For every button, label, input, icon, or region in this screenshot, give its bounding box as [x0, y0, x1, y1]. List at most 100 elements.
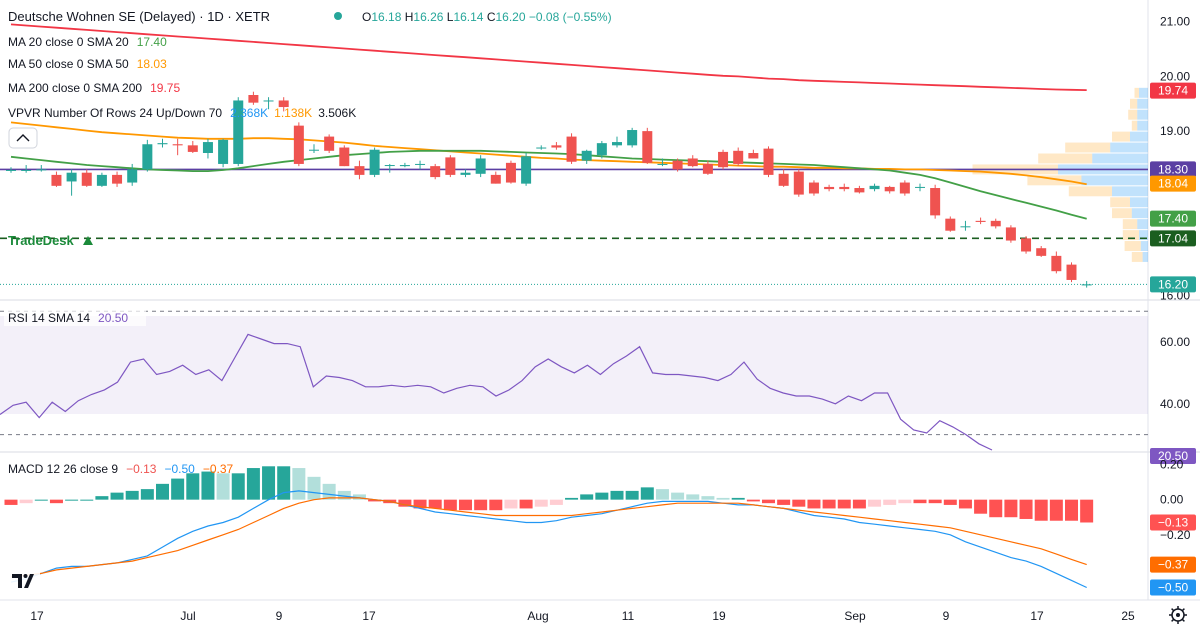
macd-histogram-bar [19, 499, 33, 504]
candle-body [990, 220, 1001, 227]
vpvr-up-bar [1139, 230, 1148, 241]
vpvr-down-bar [1110, 197, 1130, 208]
candle-body [172, 144, 183, 146]
macd-histogram-bar [292, 468, 306, 500]
macd-value-badge [1150, 579, 1196, 596]
tradingview-logo[interactable] [8, 566, 40, 592]
candle-body [778, 173, 789, 186]
candle-body [975, 220, 986, 222]
macd-histogram-bar [1034, 499, 1048, 521]
macd-histogram-bar [958, 499, 972, 509]
candle-body [1036, 248, 1047, 256]
close-label: C [487, 10, 496, 24]
macd-histogram-bar [989, 499, 1003, 518]
macd-histogram-bar [428, 499, 442, 509]
vpvr-up-bar [1140, 241, 1148, 251]
time-tick-label: 17 [1030, 609, 1044, 623]
gear-icon[interactable] [1169, 606, 1187, 624]
candle-body [642, 131, 653, 163]
rsi-line [0, 333, 993, 451]
candle-body [21, 169, 32, 171]
candle-body [187, 145, 198, 152]
vpvr-up-bar [1130, 197, 1148, 208]
macd-histogram-bar [534, 499, 548, 507]
macd-value-badge [1150, 514, 1196, 531]
ma20-line [10, 149, 1087, 220]
time-axis: 17 Jul 9 17 Aug 11 19 Sep 9 17 25 [30, 609, 1135, 623]
macd-value-badge [1150, 556, 1196, 573]
time-tick-label: 25 [1121, 609, 1135, 623]
macd-histogram-bar [322, 483, 336, 500]
high-value: 16.26 [413, 10, 443, 24]
candle-body [505, 162, 516, 183]
candle-body [1081, 284, 1092, 286]
ma20-legend[interactable]: MA 20 close 0 SMA 20 17.40 [8, 35, 167, 49]
candle-body [793, 171, 804, 195]
candle-body [672, 160, 683, 170]
svg-text:O16.18 H16.26 L16.: O16.18 H16.26 L16.14 C16.20 −0.08 (−0.55… [362, 10, 612, 24]
macd-tick-label: 0.00 [1160, 493, 1184, 507]
candle-body [127, 169, 138, 183]
collapse-legend-button[interactable] [8, 127, 38, 149]
candle-body [248, 95, 259, 103]
macd-histogram-bar [262, 466, 276, 500]
time-tick-label: 17 [30, 609, 44, 623]
vpvr-down-bar [1112, 208, 1132, 219]
macd-histogram-bar [231, 473, 245, 500]
macd-histogram-bar [746, 499, 760, 502]
symbol-title[interactable]: Deutsche Wohnen SE (Delayed) · 1D · XETR [8, 9, 270, 24]
ma200-legend[interactable]: MA 200 close 0 SMA 200 19.75 [8, 81, 180, 95]
candle-body [702, 163, 713, 174]
vpvr-down-bar [1122, 230, 1139, 241]
vpvr-down-bar [1068, 186, 1112, 197]
price-label-badge [1150, 161, 1196, 178]
macd-histogram-bar [474, 499, 488, 511]
vpvr-down-bar [1065, 142, 1111, 153]
candle-body [824, 186, 835, 190]
vpvr-down-bar [1130, 98, 1138, 109]
ma50-legend[interactable]: MA 50 close 0 SMA 50 18.03 [8, 57, 167, 71]
candle-body [324, 136, 335, 151]
candle-body [899, 182, 910, 194]
candle-body [339, 147, 350, 167]
close-value: 16.20 [496, 10, 526, 24]
vpvr-down-bar [1027, 175, 1082, 186]
price-label-text: 16.20 [1158, 277, 1188, 291]
price-label-badge [1150, 276, 1196, 293]
logo-mark-icon [12, 574, 34, 588]
macd-histogram-bar [943, 499, 957, 505]
vpvr-down-bar [1131, 251, 1143, 262]
macd-histogram-bar [156, 483, 169, 500]
rsi-value-text: 20.50 [1158, 449, 1188, 463]
tradedesk-label[interactable]: TradeDesk [8, 233, 75, 248]
macd-signal-line [10, 497, 1087, 578]
candle-body [202, 142, 213, 153]
candle-body [384, 165, 395, 167]
vpvr-up-bar [1142, 251, 1148, 262]
time-tick-label: Aug [527, 609, 548, 623]
macd-legend[interactable]: MACD 12 26 close 9 −0.13 −0.50 −0.37 [8, 462, 234, 476]
vpvr-down-bar [1122, 219, 1138, 230]
macd-histogram-bar [504, 499, 518, 509]
candle-body [960, 226, 971, 228]
candle-body [808, 182, 819, 194]
vpvr-up-bar [1137, 219, 1148, 230]
ma200-line [10, 23, 1087, 91]
macd-histogram-bar [610, 490, 624, 500]
time-tick-label: 17 [362, 609, 376, 623]
candle-body [521, 156, 532, 184]
candle-body [839, 186, 850, 190]
low-label: L [447, 10, 454, 24]
vpvr-up-bar [1081, 175, 1148, 186]
rsi-legend[interactable]: RSI 14 SMA 14 20.50 [8, 311, 128, 325]
vpvr-legend[interactable]: VPVR Number Of Rows 24 Up/Down 70 2.368K 1… [8, 106, 356, 120]
vpvr-down-bar [1112, 131, 1130, 142]
price-label-text: 19.74 [1158, 84, 1188, 98]
legend-macd: MACD 12 26 close 9 −0.13 −0.50 −0.37 [8, 462, 234, 476]
macd-value-text: −0.37 [1158, 558, 1189, 572]
macd-histogram-bar [1004, 499, 1018, 518]
macd-pane [4, 466, 1094, 589]
macd-histogram-bar [731, 497, 745, 500]
candle-body [51, 174, 62, 186]
